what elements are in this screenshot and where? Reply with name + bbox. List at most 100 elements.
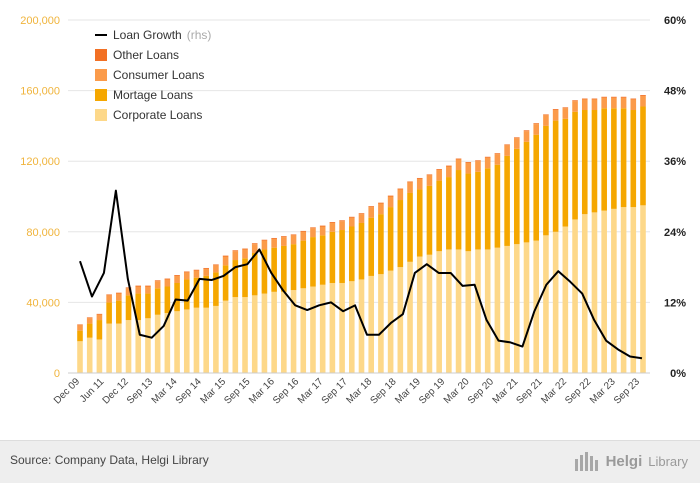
- bar-segment-consumer-loans: [572, 101, 578, 112]
- x-tick-label: Dec 12: [101, 376, 131, 406]
- legend-label: Mortage Loans: [113, 88, 193, 102]
- bar-segment-mortage-loans: [455, 170, 462, 250]
- bar-segment-other-loans: [329, 222, 336, 223]
- bar-segment-other-loans: [106, 294, 112, 296]
- bar-segment-mortage-loans: [281, 245, 287, 292]
- bar-segment-consumer-loans: [193, 270, 200, 278]
- bar-segment-corporate-loans: [310, 286, 316, 373]
- bar-segment-other-loans: [203, 267, 209, 269]
- bar-segment-mortage-loans: [339, 230, 345, 283]
- bar-segment-consumer-loans: [213, 265, 219, 273]
- bar-segment-mortage-loans: [116, 300, 122, 324]
- bar-segment-corporate-loans: [242, 297, 248, 373]
- y-left-tick-label: 0: [54, 368, 60, 380]
- bar-segment-corporate-loans: [290, 290, 297, 373]
- bar-segment-other-loans: [552, 109, 559, 111]
- bar-segment-consumer-loans: [378, 203, 384, 215]
- y-left-tick-label: 40,000: [26, 297, 60, 309]
- bar-segment-corporate-loans: [193, 307, 200, 373]
- x-tick-label: Sep 16: [271, 376, 301, 406]
- bar-segment-other-loans: [145, 285, 151, 287]
- bar-segment-corporate-loans: [348, 281, 355, 373]
- y-right-tick-label: 60%: [664, 15, 686, 27]
- bar-segment-consumer-loans: [465, 162, 472, 174]
- bar-segment-other-loans: [348, 216, 355, 218]
- source-text: Source: Company Data, Helgi Library: [10, 453, 209, 467]
- bar-segment-consumer-loans: [562, 108, 569, 119]
- bar-segment-consumer-loans: [620, 97, 627, 109]
- bar-segment-corporate-loans: [562, 226, 569, 373]
- bar-segment-consumer-loans: [154, 281, 161, 289]
- bar-segment-corporate-loans: [630, 207, 637, 373]
- bar-segment-other-loans: [494, 153, 501, 155]
- bar-segment-mortage-loans: [232, 260, 239, 298]
- bar-segment-consumer-loans: [552, 110, 559, 121]
- bar-segment-corporate-loans: [329, 282, 336, 373]
- bar-segment-other-loans: [281, 236, 287, 238]
- bar-segment-corporate-loans: [397, 267, 404, 373]
- bar-segment-mortage-loans: [543, 125, 549, 236]
- x-tick-label: Sep 21: [515, 376, 545, 406]
- bar-segment-corporate-loans: [106, 323, 112, 373]
- bar-segment-corporate-loans: [135, 320, 142, 373]
- bar-segment-consumer-loans: [290, 235, 297, 245]
- bar-segment-other-loans: [86, 317, 93, 319]
- bar-segment-consumer-loans: [533, 124, 540, 135]
- legend-box-swatch: [95, 49, 107, 61]
- bar-segment-other-loans: [620, 96, 627, 98]
- bar-segment-consumer-loans: [251, 244, 258, 253]
- bar-segment-mortage-loans: [523, 141, 530, 243]
- bar-segment-mortage-loans: [630, 110, 637, 208]
- bar-segment-consumer-loans: [601, 97, 607, 109]
- legend-label: Corporate Loans: [113, 108, 202, 122]
- bar-segment-mortage-loans: [242, 258, 248, 298]
- bar-segment-consumer-loans: [281, 237, 287, 246]
- bar-segment-mortage-loans: [261, 249, 268, 294]
- bar-segment-other-loans: [271, 237, 277, 239]
- y-left-tick-label: 80,000: [26, 227, 60, 239]
- x-tick-label: Sep 14: [174, 376, 204, 406]
- brand-name: Helgi: [605, 452, 643, 470]
- bar-segment-other-loans: [232, 250, 239, 252]
- bar-segment-consumer-loans: [446, 166, 452, 178]
- bar-segment-mortage-loans: [387, 207, 394, 271]
- bar-segment-mortage-loans: [251, 252, 258, 296]
- bar-segment-corporate-loans: [319, 284, 326, 373]
- bar-segment-corporate-loans: [378, 274, 384, 373]
- brand-logo[interactable]: Helgi Library: [574, 449, 688, 473]
- x-tick-label: Dec 09: [52, 376, 82, 406]
- bar-segment-consumer-loans: [174, 275, 180, 283]
- bar-segment-consumer-loans: [475, 161, 481, 172]
- bar-segment-corporate-loans: [620, 207, 627, 373]
- bar-segment-corporate-loans: [358, 279, 365, 373]
- footer: Source: Company Data, Helgi Library Helg…: [0, 440, 700, 483]
- bar-segment-consumer-loans: [319, 226, 326, 236]
- bar-segment-corporate-loans: [368, 275, 375, 373]
- bar-segment-other-loans: [397, 188, 404, 190]
- bar-segment-mortage-loans: [106, 302, 112, 324]
- bar-segment-mortage-loans: [601, 108, 607, 211]
- bar-segment-other-loans: [611, 96, 617, 98]
- bar-segment-corporate-loans: [494, 247, 501, 373]
- bar-segment-consumer-loans: [242, 249, 248, 259]
- bar-segment-corporate-loans: [116, 323, 122, 373]
- bar-segment-consumer-loans: [523, 131, 530, 142]
- bar-segment-corporate-loans: [96, 339, 103, 373]
- bar-segment-mortage-loans: [397, 200, 404, 268]
- bar-segment-other-loans: [222, 255, 229, 257]
- bar-segment-corporate-loans: [572, 219, 578, 373]
- legend-box-swatch: [95, 89, 107, 101]
- legend-box-swatch: [95, 69, 107, 81]
- bar-segment-mortage-loans: [368, 217, 375, 276]
- bar-segment-mortage-loans: [193, 277, 200, 308]
- bar-segment-other-loans: [601, 96, 607, 98]
- bar-segment-corporate-loans: [601, 210, 607, 373]
- bar-segment-other-loans: [465, 162, 472, 163]
- brand-suffix: Library: [648, 453, 688, 469]
- loan-growth-line-group: [79, 189, 643, 360]
- bar-segment-consumer-loans: [436, 170, 442, 181]
- bar-segment-consumer-loans: [504, 145, 510, 156]
- bar-segment-consumer-loans: [484, 157, 491, 169]
- bar-segment-corporate-loans: [416, 256, 423, 373]
- bar-segment-other-loans: [77, 324, 83, 326]
